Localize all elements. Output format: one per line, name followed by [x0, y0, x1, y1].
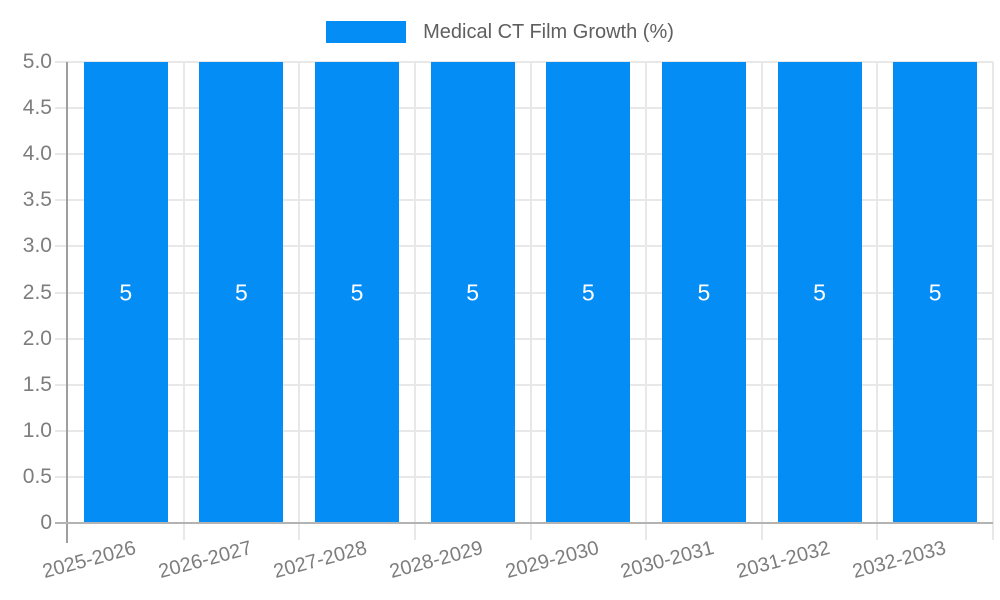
plot-area: 5 5 5 5 5 5 5 5 [55, 61, 994, 543]
bar-value-label: 5 [581, 279, 595, 305]
x-tick-label: 2029-2030 [502, 537, 602, 584]
v-gridline [992, 62, 994, 540]
bar: 5 [893, 62, 978, 523]
h-gridline [55, 245, 993, 248]
y-tick-label: 0.5 [22, 464, 52, 488]
y-tick-label: 1.0 [22, 418, 52, 442]
v-gridline [298, 62, 301, 540]
bar-value-label: 5 [697, 279, 711, 305]
h-gridline [55, 475, 993, 478]
h-gridline [55, 61, 993, 63]
x-axis-baseline [55, 522, 993, 524]
x-tick-label: 2025-2026 [40, 537, 139, 584]
y-tick-label: 2.5 [22, 280, 52, 304]
v-gridline [529, 62, 532, 540]
y-tick-label: 0 [40, 511, 52, 534]
bar-value-label: 5 [466, 279, 480, 305]
y-axis-labels: 5.0 4.5 4.0 3.5 3.0 2.5 2.0 1.5 1.0 0.5 0 [0, 0, 52, 600]
y-tick-label: 2.0 [22, 326, 52, 350]
bar: 5 [83, 62, 168, 523]
x-tick-label: 2027-2028 [271, 537, 370, 584]
bar-value-label: 5 [813, 279, 826, 305]
h-gridline [55, 429, 993, 432]
bar: 5 [199, 62, 284, 523]
v-gridline [182, 62, 185, 540]
h-gridline [55, 153, 993, 156]
legend-swatch [326, 21, 407, 43]
bar: 5 [661, 62, 746, 523]
v-gridline [760, 62, 763, 540]
legend[interactable]: Medical CT Film Growth (%) [0, 21, 1000, 43]
bar: 5 [546, 62, 631, 523]
x-tick-label: 2028-2029 [387, 537, 486, 584]
x-tick-label: 2026-2027 [156, 537, 255, 584]
bar: 5 [430, 62, 515, 523]
h-gridline [55, 383, 993, 386]
x-tick-label: 2031-2032 [734, 537, 833, 584]
bar: 5 [777, 62, 862, 523]
h-gridline [55, 337, 993, 340]
bar: 5 [315, 62, 400, 523]
h-gridline [55, 107, 993, 110]
bar-value-label: 5 [235, 279, 248, 305]
y-tick-label: 3.5 [22, 188, 52, 212]
h-gridline [55, 199, 993, 202]
v-gridline [645, 62, 648, 540]
legend-label: Medical CT Film Growth (%) [423, 21, 674, 43]
x-tick-label: 2032-2033 [849, 537, 948, 584]
y-tick-label: 3.0 [22, 234, 52, 258]
y-tick-label: 1.5 [22, 372, 52, 396]
x-tick-label: 2030-2031 [618, 537, 717, 584]
v-gridline [413, 62, 416, 540]
y-tick-label: 5.0 [22, 50, 52, 73]
v-gridline [876, 62, 879, 540]
bar-value-label: 5 [350, 279, 364, 305]
h-gridline [55, 291, 993, 294]
y-tick-label: 4.0 [22, 142, 52, 166]
bar-value-label: 5 [928, 279, 942, 305]
y-tick-label: 4.5 [22, 96, 52, 120]
bar-value-label: 5 [119, 279, 133, 305]
y-axis-line [66, 62, 68, 543]
